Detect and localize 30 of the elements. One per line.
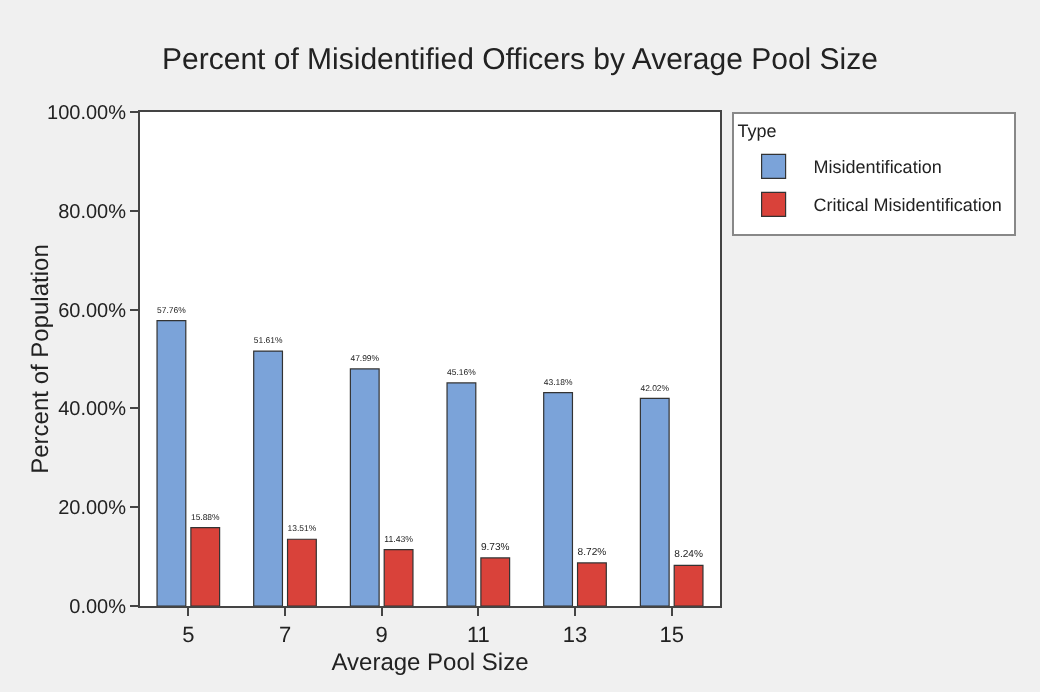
x-tick-label: 11 bbox=[466, 624, 490, 649]
x-tick-label: 9 bbox=[375, 624, 388, 649]
x-tick-label: 13 bbox=[562, 624, 588, 649]
bar bbox=[673, 564, 704, 606]
bar bbox=[286, 538, 317, 606]
bar bbox=[543, 392, 574, 606]
bar bbox=[253, 350, 284, 606]
bar bbox=[156, 320, 187, 606]
y-tick-label: 0.00% bbox=[69, 597, 127, 619]
bar bbox=[383, 548, 414, 606]
y-tick-label: 40.00% bbox=[58, 399, 127, 422]
bar bbox=[576, 562, 607, 606]
x-tick-label: 5 bbox=[182, 624, 195, 649]
x-tick-label: 15 bbox=[659, 624, 684, 649]
y-axis-title: Percent of Population bbox=[26, 244, 55, 474]
chart-title: Percent of Misidentified Officers by Average Pool Size bbox=[162, 43, 878, 78]
bar bbox=[480, 557, 511, 606]
y-tick-label: 80.00% bbox=[58, 201, 127, 224]
legend-label: Misidentification bbox=[813, 157, 942, 178]
bar bbox=[639, 397, 670, 606]
y-tick-label: 20.00% bbox=[58, 498, 127, 521]
x-axis-title: Average Pool Size bbox=[331, 648, 530, 677]
y-tick-label: 60.00% bbox=[58, 300, 127, 323]
legend-title: Type bbox=[737, 121, 777, 142]
bar bbox=[446, 382, 477, 606]
bar bbox=[349, 368, 380, 606]
legend-label: Critical Misidentification bbox=[813, 195, 1002, 216]
bar bbox=[190, 526, 221, 606]
y-tick-label: 100.00% bbox=[47, 103, 127, 125]
x-tick-label: 7 bbox=[278, 624, 292, 649]
